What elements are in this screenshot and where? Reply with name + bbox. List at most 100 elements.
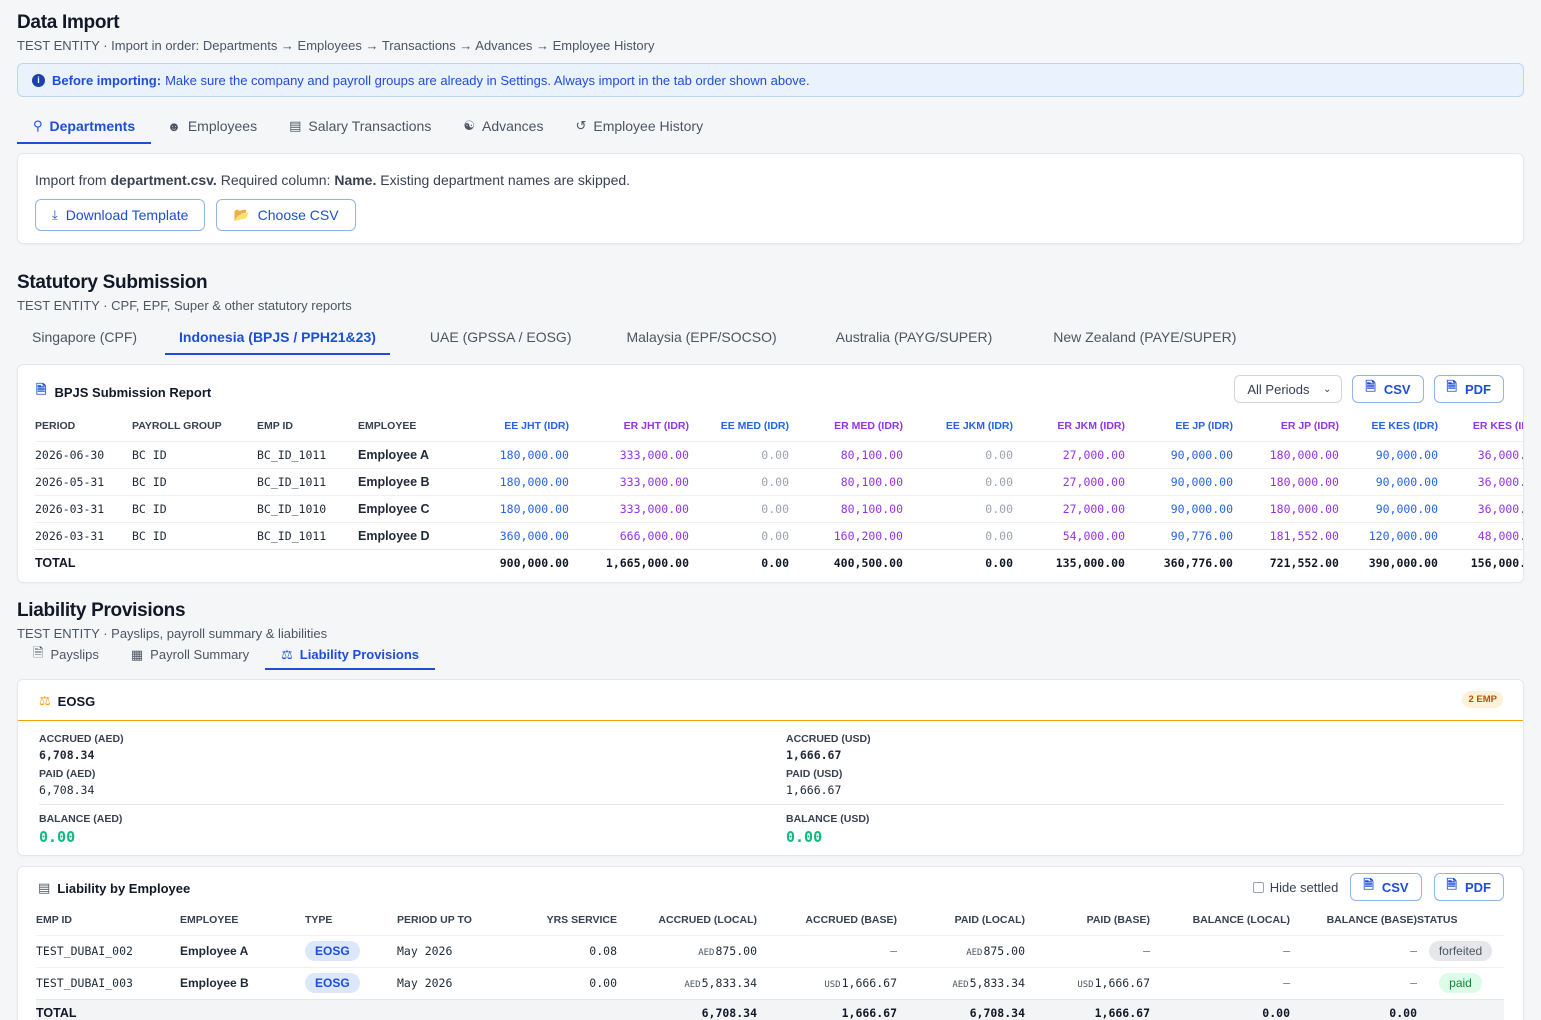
import-tabs: ⚲ Departments ☻ Employees ▤ Salary Trans… xyxy=(17,110,719,144)
list-icon: ▤ xyxy=(38,880,51,895)
table-cell: 80,100.00 xyxy=(789,494,903,522)
table-cell: 2026-03-31 xyxy=(35,521,132,549)
currency-code: AED xyxy=(966,948,983,958)
total-cell: 360,776.00 xyxy=(1125,548,1233,576)
table-cell: Employee C xyxy=(358,494,456,522)
import-instructions: Import from department.csv. Required col… xyxy=(35,172,631,188)
table-cell: 48,000.00 xyxy=(1438,521,1523,549)
table-cell: paid xyxy=(1417,966,1504,999)
table-cell: 180,000.00 xyxy=(1233,440,1339,468)
tab-indonesia-bpjs[interactable]: Indonesia (BPJS / PPH21&23) xyxy=(165,321,390,355)
choose-csv-button[interactable]: 📂 Choose CSV xyxy=(216,199,356,231)
tab-advances[interactable]: ☯ Advances xyxy=(447,110,559,142)
tab-singapore-cpf[interactable]: Singapore (CPF) xyxy=(32,329,138,345)
total-row: TOTAL 900,000.00 1,665,000.00 0.00 400,500.0… xyxy=(35,548,1523,576)
table-row: TEST_DUBAI_003 Employee B EOSG May 2026 0.00… xyxy=(36,966,1504,999)
type-badge: EOSG xyxy=(305,941,360,961)
table-cell: 180,000.00 xyxy=(456,440,569,468)
table-cell xyxy=(358,548,456,576)
amount: 875.00 xyxy=(983,944,1025,958)
tab-salary-transactions[interactable]: ▤ Salary Transactions xyxy=(273,110,447,142)
table-cell: forfeited xyxy=(1417,934,1504,967)
column-header: PERIOD xyxy=(35,419,76,432)
table-cell: Employee D xyxy=(358,521,456,549)
table-cell: May 2026 xyxy=(397,966,517,999)
employee-count-badge: 2 EMP xyxy=(1462,691,1503,708)
tab-liability-provisions[interactable]: ⚖ Liability Provisions xyxy=(265,641,435,670)
tab-employee-history[interactable]: ↺ Employee History xyxy=(559,110,719,142)
table-cell: 180,000.00 xyxy=(456,494,569,522)
table-cell: 180,000.00 xyxy=(1233,494,1339,522)
table-cell: – xyxy=(1290,934,1417,967)
tab-australia-payg[interactable]: Australia (PAYG/SUPER) xyxy=(835,329,993,345)
table-cell: 90,000.00 xyxy=(1125,467,1233,495)
tab-malaysia-epf[interactable]: Malaysia (EPF/SOCSO) xyxy=(626,329,777,345)
table-row: 2026-03-31 BC ID BC_ID_1011 Employee D 360,0… xyxy=(35,521,1523,549)
table-cell: BC ID xyxy=(132,521,257,549)
table-cell: BC_ID_1011 xyxy=(257,440,358,468)
paid-aed-value: 6,708.34 xyxy=(39,783,95,797)
table-cell: 0.00 xyxy=(903,521,1013,549)
import-notice: i Before importing: Make sure the compan… xyxy=(17,63,1524,97)
table-cell: 90,000.00 xyxy=(1339,494,1438,522)
download-template-button[interactable]: ⤓ Download Template xyxy=(35,199,206,231)
amount: – xyxy=(1143,944,1150,958)
accrued-aed-label: ACCRUED (AED) xyxy=(39,733,124,745)
table-cell: EOSG xyxy=(305,934,397,967)
status-badge: forfeited xyxy=(1428,941,1493,961)
table-cell: 0.00 xyxy=(689,521,789,549)
balance-aed-label: BALANCE (AED) xyxy=(39,813,123,825)
liability-csv-button[interactable]: 🗎 CSV xyxy=(1350,873,1422,901)
column-header: EE JHT (IDR) xyxy=(504,419,569,432)
period-select[interactable]: All Periods ⌄ xyxy=(1234,375,1343,403)
bpjs-pdf-button[interactable]: 🗎 PDF xyxy=(1433,375,1504,403)
download-icon: ⤓ xyxy=(52,207,58,222)
tab-uae-gpssa[interactable]: UAE (GPSSA / EOSG) xyxy=(429,329,572,345)
tab-newzealand-paye[interactable]: New Zealand (PAYE/SUPER) xyxy=(1053,329,1237,345)
column-header: EE JP (IDR) xyxy=(1175,419,1233,432)
paid-usd-value: 1,666.67 xyxy=(786,783,842,797)
table-cell: 360,000.00 xyxy=(456,521,569,549)
bpjs-table: PERIOD PAYROLL GROUP EMP ID EMPLOYEE EE JHT … xyxy=(35,411,1523,576)
data-import-title: Data Import xyxy=(17,12,120,33)
liability-pdf-button[interactable]: 🗎 PDF xyxy=(1433,873,1504,901)
table-cell: BC_ID_1011 xyxy=(257,467,358,495)
table-cell: BC_ID_1011 xyxy=(257,521,358,549)
table-cell: BC ID xyxy=(132,494,257,522)
total-cell: 156,000.00 xyxy=(1438,548,1523,576)
hide-settled-toggle[interactable]: Hide settled xyxy=(1252,880,1338,895)
table-cell: 0.00 xyxy=(903,494,1013,522)
table-cell: BC ID xyxy=(132,440,257,468)
tab-departments[interactable]: ⚲ Departments xyxy=(17,110,152,144)
liability-subtitle: TEST ENTITY · Payslips, payroll summary … xyxy=(17,626,328,641)
table-icon: ▦ xyxy=(130,646,144,662)
table-cell xyxy=(257,548,358,576)
table-cell: 90,000.00 xyxy=(1125,494,1233,522)
table-cell: 80,100.00 xyxy=(789,440,903,468)
column-header: ER KES (IDR) xyxy=(1472,419,1523,432)
table-cell: BC_ID_1010 xyxy=(257,494,358,522)
table-cell: 0.00 xyxy=(689,440,789,468)
total-cell: 900,000.00 xyxy=(456,548,569,576)
sitemap-icon: ⚲ xyxy=(33,118,43,133)
table-cell: 54,000.00 xyxy=(1013,521,1125,549)
bpjs-csv-button[interactable]: 🗎 CSV xyxy=(1352,375,1424,403)
amount: – xyxy=(890,944,897,958)
column-header: BALANCE (BASE) xyxy=(1326,913,1417,926)
total-cell: 0.00 xyxy=(1150,998,1290,1020)
tab-employees[interactable]: ☻ Employees xyxy=(151,110,273,142)
file-csv-icon: 🗎 xyxy=(1363,877,1374,892)
table-cell: 90,000.00 xyxy=(1339,440,1438,468)
column-header: EMPLOYEE xyxy=(358,419,417,432)
table-cell: 0.08 xyxy=(517,934,617,967)
amount: 5,833.34 xyxy=(969,976,1025,990)
tab-payslips[interactable]: 🗎 Payslips xyxy=(17,641,115,668)
tab-payroll-summary[interactable]: ▦ Payroll Summary xyxy=(130,646,250,663)
table-cell: EOSG xyxy=(305,966,397,999)
table-cell: 180,000.00 xyxy=(456,467,569,495)
hide-settled-checkbox[interactable] xyxy=(1252,881,1264,893)
table-cell: 160,200.00 xyxy=(789,521,903,549)
amount: 875.00 xyxy=(715,944,757,958)
liability-by-employee-card: ▤ Liability by Employee Hide settled 🗎 C… xyxy=(17,866,1524,1020)
column-header: EE KES (IDR) xyxy=(1371,419,1438,432)
